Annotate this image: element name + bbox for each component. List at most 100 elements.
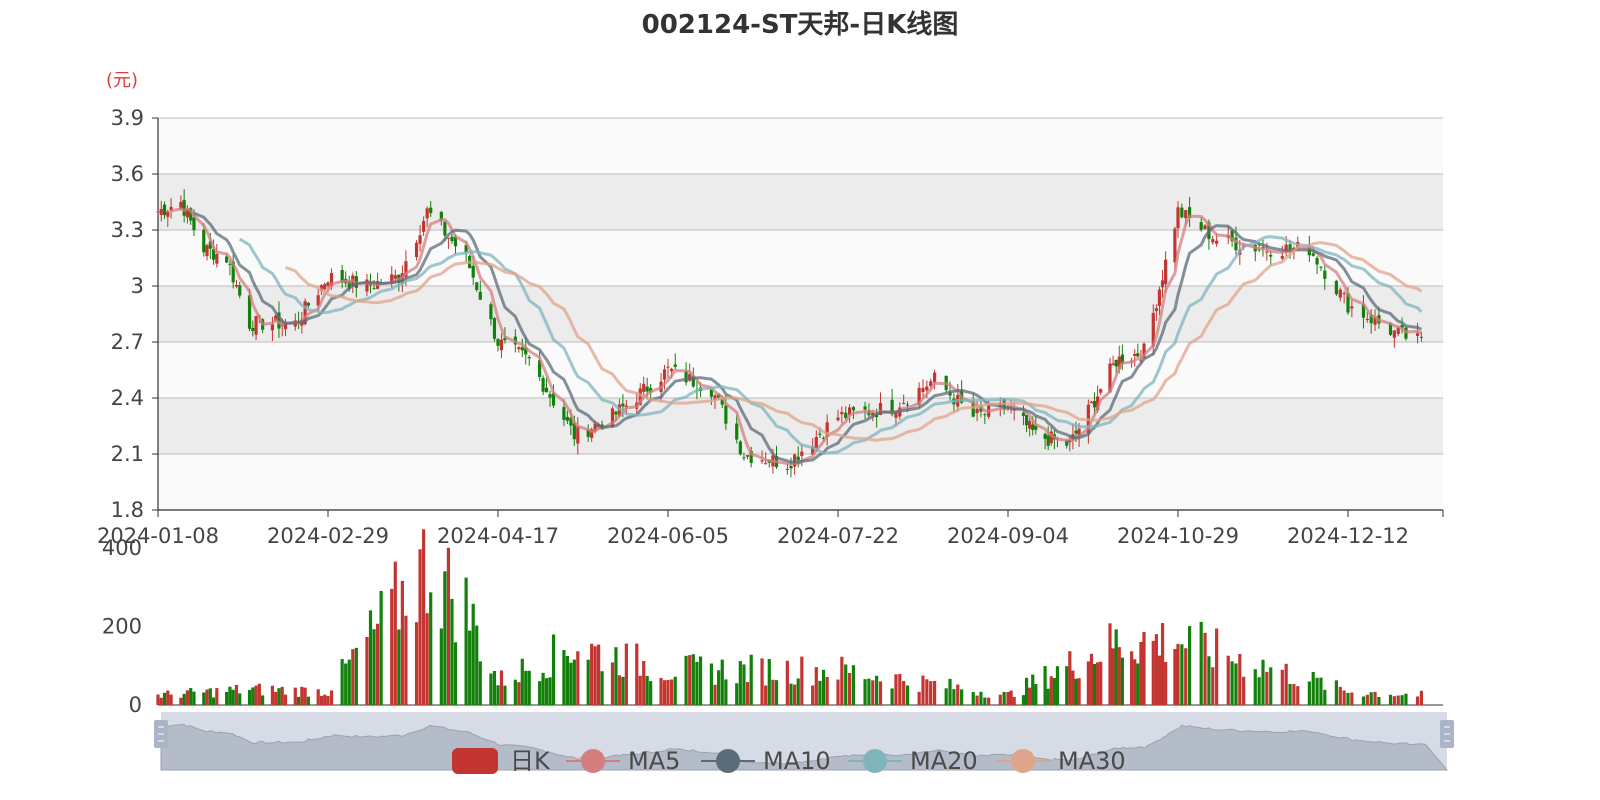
volume-bar xyxy=(709,663,714,705)
candle-body xyxy=(283,322,288,330)
volume-bar xyxy=(771,679,775,705)
volume-bar xyxy=(393,561,397,705)
volume-bar xyxy=(600,671,604,705)
volume-bar xyxy=(215,688,219,705)
volume-bar xyxy=(814,667,818,705)
candle-body xyxy=(1133,353,1137,356)
date-x-axis: 2024-01-08 2024-02-29 2024-04-17 2024-06-05… xyxy=(97,509,1444,548)
candle-body xyxy=(551,393,556,406)
volume-bar xyxy=(956,684,960,705)
candle-body xyxy=(1323,270,1327,279)
volume-bar xyxy=(944,688,948,705)
volume-bar xyxy=(1234,663,1238,705)
volume-bar xyxy=(443,571,447,705)
candle-body xyxy=(1187,207,1192,219)
price-y-axis: 1.8 2.1 2.4 2.7 3 3.3 3.6 3.9 xyxy=(111,106,159,522)
volume-bar xyxy=(688,655,692,705)
volume-bar xyxy=(1157,655,1162,705)
candle-body xyxy=(1092,401,1097,408)
volume-bar xyxy=(932,680,937,705)
candle-body xyxy=(404,261,408,278)
x-tick-label: 2024-12-12 xyxy=(1287,524,1409,548)
candle-body xyxy=(917,387,921,405)
legend-item-ma5[interactable]: MA5 xyxy=(566,747,680,775)
volume-bar xyxy=(1031,674,1035,705)
volume-bar xyxy=(520,658,524,705)
legend-item-ma30[interactable]: MA30 xyxy=(996,747,1126,775)
candle-body xyxy=(169,206,173,211)
volume-bar xyxy=(840,656,844,705)
candle-body xyxy=(234,284,239,287)
volume-bar xyxy=(156,694,160,705)
candle-body xyxy=(453,236,458,247)
volume-bar xyxy=(821,669,826,705)
candle-body xyxy=(742,457,746,459)
volume-bar xyxy=(785,660,789,705)
volume-bar xyxy=(921,675,925,705)
volume-bar xyxy=(1342,690,1346,705)
candle-body xyxy=(1388,323,1393,335)
candle-body xyxy=(329,272,334,287)
slider-right-handle[interactable] xyxy=(1440,720,1454,748)
volume-bar xyxy=(1215,628,1219,705)
volume-bar xyxy=(551,634,556,705)
candle-body xyxy=(1117,356,1121,370)
candle-body xyxy=(1280,256,1284,259)
volume-bar xyxy=(1133,659,1137,705)
legend-label: MA30 xyxy=(1058,747,1126,775)
candle-body xyxy=(450,236,454,242)
volume-bar xyxy=(379,590,383,705)
volume-bar xyxy=(878,681,883,705)
y-tick-label: 2.1 xyxy=(111,442,144,466)
legend-item-ma10[interactable]: MA10 xyxy=(701,747,831,775)
candle-body xyxy=(538,360,542,377)
volume-bar xyxy=(1130,651,1134,705)
volume-bar xyxy=(1319,677,1323,705)
volume-bar xyxy=(316,689,320,705)
volume-bar xyxy=(562,650,566,705)
volume-bar xyxy=(1365,694,1369,705)
candle-body xyxy=(894,412,898,418)
volume-bar xyxy=(847,672,852,705)
volume-bar xyxy=(1049,676,1053,705)
volume-bar xyxy=(418,549,422,705)
volume-bar xyxy=(586,659,590,705)
volume-bar xyxy=(192,691,196,705)
volume-bar xyxy=(1377,696,1381,705)
candle-body xyxy=(390,274,394,284)
candle-body xyxy=(684,371,688,383)
candle-body xyxy=(1269,254,1273,257)
volume-bar xyxy=(695,661,699,705)
volume-bar xyxy=(624,643,628,705)
volume-bar xyxy=(569,662,573,705)
legend-item-ma20[interactable]: MA20 xyxy=(848,747,978,775)
volume-bar xyxy=(499,670,504,705)
slider-left-handle[interactable] xyxy=(154,720,168,748)
candle-body xyxy=(1068,440,1072,443)
volume-bar xyxy=(1199,621,1203,705)
volume-bar xyxy=(572,659,576,705)
candle-body xyxy=(517,347,521,350)
candle-body xyxy=(247,295,252,329)
x-tick-label: 2024-01-08 xyxy=(97,524,219,548)
candle-body xyxy=(1334,280,1339,295)
candle-body xyxy=(1173,228,1177,263)
candle-body xyxy=(1034,425,1038,430)
volume-bar xyxy=(1350,692,1354,705)
candle-body xyxy=(724,405,728,424)
volume-bar xyxy=(489,673,493,705)
volume-bar xyxy=(1086,661,1090,705)
legend-item-日k[interactable]: 日K xyxy=(452,747,551,775)
volume-bar xyxy=(303,687,307,705)
volume-bar xyxy=(659,677,663,705)
ma20-line xyxy=(238,235,1423,455)
volume-bar xyxy=(517,682,521,705)
volume-bar xyxy=(368,610,373,705)
volume-bar xyxy=(548,677,552,705)
volume-bar xyxy=(351,649,355,705)
volume-bar xyxy=(169,694,173,705)
volume-bar xyxy=(306,696,310,705)
volume-bar xyxy=(1323,689,1327,705)
volume-bar xyxy=(234,684,239,705)
volume-bar xyxy=(375,623,380,705)
